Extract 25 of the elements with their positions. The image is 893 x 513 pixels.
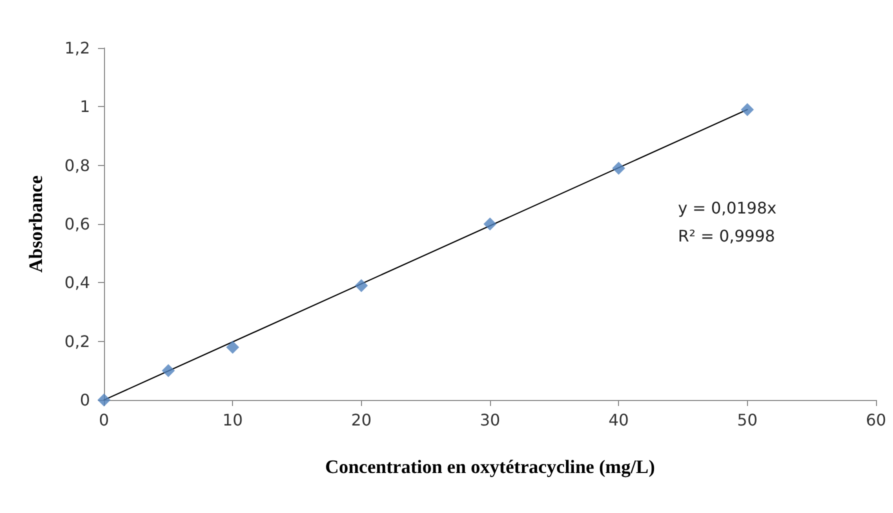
annotation: y = 0,0198x <box>678 198 776 218</box>
point <box>612 162 626 175</box>
point <box>354 279 368 292</box>
x-axis-title: Concentration en oxytétracycline (mg/L) <box>325 457 655 478</box>
y-tick-label: 0,4 <box>64 273 90 292</box>
point <box>484 218 496 230</box>
x-tick-label: 60 <box>866 410 886 430</box>
y-tick-label: 0,2 <box>64 332 90 351</box>
point <box>740 103 754 116</box>
x-tick-label: 50 <box>737 410 758 430</box>
x-tick-label: 10 <box>222 410 243 430</box>
y-tick-label: 0 <box>80 390 90 410</box>
x-tick-label: 0 <box>98 410 110 430</box>
point <box>162 364 175 378</box>
y-axis-title: Absorbance <box>26 175 47 273</box>
y-tick-label: 0,8 <box>64 156 90 175</box>
y-tick-label: 1,2 <box>64 38 90 58</box>
y-tick-label: 1 <box>80 97 90 116</box>
x-tick-label: 30 <box>480 410 500 430</box>
annotation: R² = 0,9998 <box>678 226 776 246</box>
point <box>226 340 240 354</box>
x-tick-label: 40 <box>608 410 629 430</box>
x-tick-label: 20 <box>351 410 372 430</box>
y-tick-label: 0,6 <box>64 214 90 234</box>
point <box>98 394 110 406</box>
